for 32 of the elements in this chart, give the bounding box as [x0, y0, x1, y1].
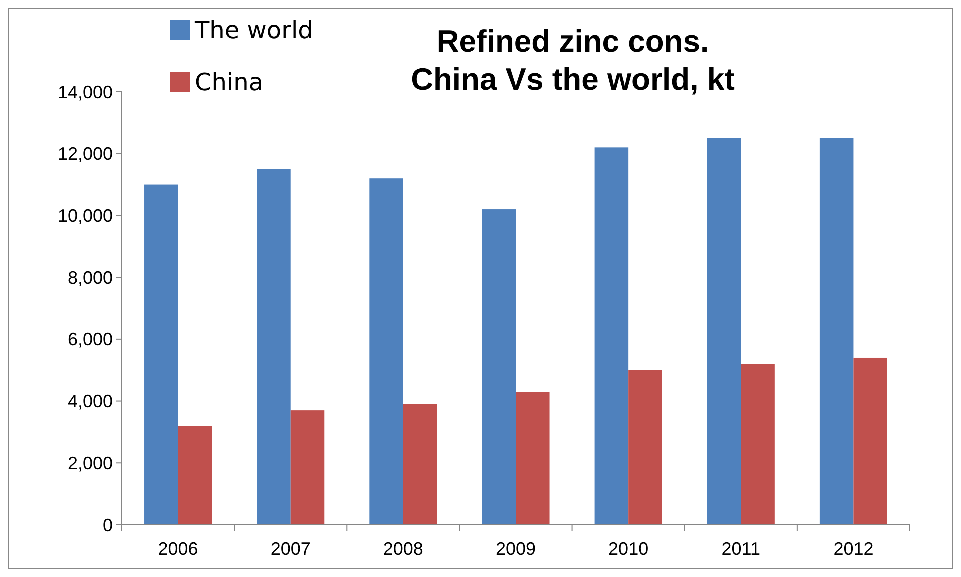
y-tick-label: 0 — [102, 515, 113, 536]
chart-title: Refined zinc cons. China Vs the world, kt — [411, 24, 735, 97]
bar — [854, 358, 888, 525]
bar — [144, 184, 178, 525]
x-tick-label: 2006 — [158, 539, 198, 559]
x-tick-label: 2010 — [608, 539, 649, 559]
bar — [403, 404, 438, 525]
y-tick-label: 6,000 — [68, 330, 113, 350]
bar — [741, 364, 775, 525]
bar — [290, 410, 325, 525]
legend-label: China — [195, 68, 264, 96]
bar — [594, 148, 629, 525]
x-tick-label: 2007 — [270, 539, 311, 559]
bar — [820, 138, 854, 525]
bar — [178, 426, 212, 525]
x-tick-label: 2008 — [383, 539, 424, 559]
y-tick-label: 10,000 — [58, 206, 113, 226]
bar — [257, 169, 291, 525]
y-tick-label: 12,000 — [58, 144, 113, 164]
x-tick-label: 2012 — [834, 539, 874, 559]
x-tick-label: 2009 — [496, 539, 536, 559]
x-tick-label: 2011 — [722, 539, 760, 559]
bar — [628, 370, 662, 525]
bar — [707, 138, 742, 525]
y-tick-label: 2,000 — [68, 453, 113, 474]
legend-label: The world — [194, 16, 314, 44]
y-tick-label: 14,000 — [58, 82, 113, 102]
bar — [370, 178, 404, 525]
bar — [516, 392, 550, 525]
y-tick-label: 4,000 — [68, 392, 113, 412]
y-tick-label: 8,000 — [68, 268, 113, 288]
bar — [482, 210, 516, 525]
